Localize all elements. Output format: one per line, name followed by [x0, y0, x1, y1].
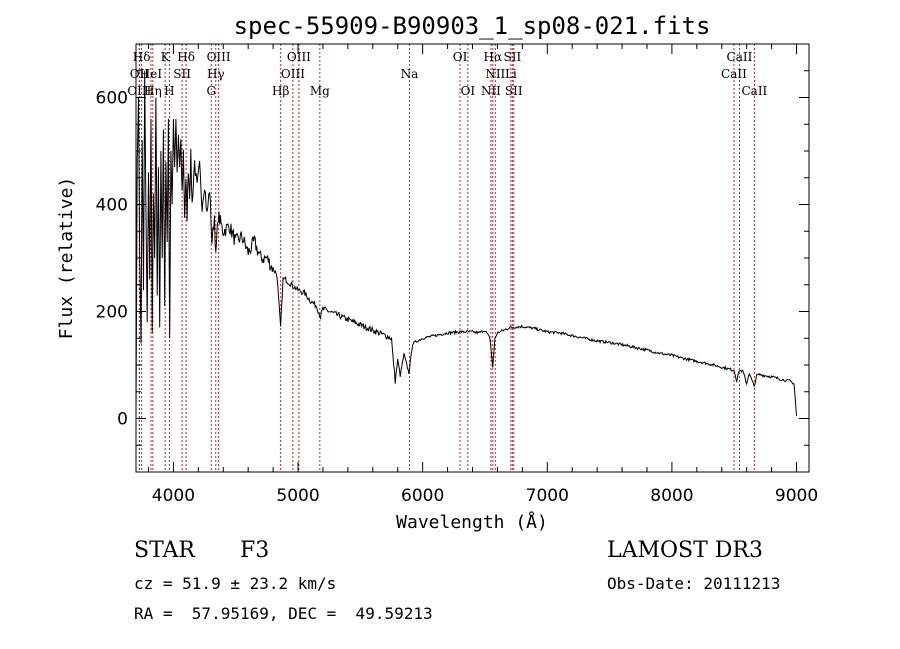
line-marker-label-2: OIII	[127, 84, 151, 98]
line-marker-label-24: SII	[505, 84, 523, 98]
line-marker-label-20: SII	[504, 50, 522, 64]
line-marker-label-17: OI	[453, 50, 468, 64]
y-tick-label-3: 600	[96, 89, 128, 109]
x-tick-label-3: 7000	[526, 486, 569, 506]
line-marker-label-5: K	[161, 50, 171, 64]
line-marker-label-11: G	[206, 84, 216, 98]
redshift-cz: cz = 51.9 ± 23.2 km/s	[134, 574, 337, 593]
line-marker-label-12: OIII	[287, 50, 311, 64]
x-tick-label-2: 6000	[401, 486, 444, 506]
chart-title: spec-55909-B90903_1_sp08-021.fits	[234, 12, 711, 40]
x-tick-label-4: 8000	[650, 486, 693, 506]
line-marker-label-21: NII	[485, 67, 505, 81]
line-marker-label-7: H	[164, 84, 174, 98]
line-marker-label-16: Na	[401, 67, 419, 81]
line-marker-label-27: CaII	[741, 84, 767, 98]
line-markers	[138, 44, 755, 472]
line-marker-label-0: Hδ	[133, 50, 151, 64]
y-axis-label: Flux (relative)	[56, 177, 77, 340]
y-tick-label-0: 0	[117, 410, 128, 430]
line-marker-label-10: Hγ	[207, 67, 225, 81]
survey-name: LAMOST DR3	[607, 538, 763, 563]
line-marker-label-26: CaII	[721, 67, 747, 81]
axis-ticks: 4000 5000 6000 7000 8000 9000 0 200 400 600	[96, 43, 818, 506]
line-marker-label-23: NII	[481, 84, 501, 98]
x-axis-label: Wavelength (Å)	[396, 511, 548, 533]
x-tick-label-0: 4000	[152, 486, 195, 506]
coordinates: RA = 57.95169, DEC = 49.59213	[134, 604, 433, 623]
line-marker-label-14: Hβ	[272, 84, 289, 98]
line-marker-label-13: OIII	[281, 67, 305, 81]
y-tick-label-1: 200	[96, 303, 128, 323]
object-class: STAR	[134, 538, 195, 563]
spectrum-line	[135, 70, 797, 419]
observation-date: Obs-Date: 20111213	[607, 574, 781, 593]
x-tick-label-5: 9000	[775, 486, 818, 506]
x-tick-label-1: 5000	[276, 486, 319, 506]
line-marker-label-22: Li	[505, 67, 517, 81]
line-marker-label-15: Mg	[310, 84, 330, 98]
object-subclass: F3	[240, 538, 270, 563]
line-marker-label-3: HeI	[140, 67, 163, 81]
line-marker-label-4: Hη	[144, 84, 162, 98]
line-marker-label-25: CaII	[727, 50, 753, 64]
line-marker-label-18: OI	[461, 84, 476, 98]
line-marker-label-19: Hα	[484, 50, 503, 64]
plot-frame	[135, 43, 810, 473]
line-marker-label-8: Hδ	[177, 50, 195, 64]
line-marker-label-9: OIII	[207, 50, 231, 64]
line-marker-label-6: SII	[173, 67, 191, 81]
y-tick-label-2: 400	[96, 196, 128, 216]
